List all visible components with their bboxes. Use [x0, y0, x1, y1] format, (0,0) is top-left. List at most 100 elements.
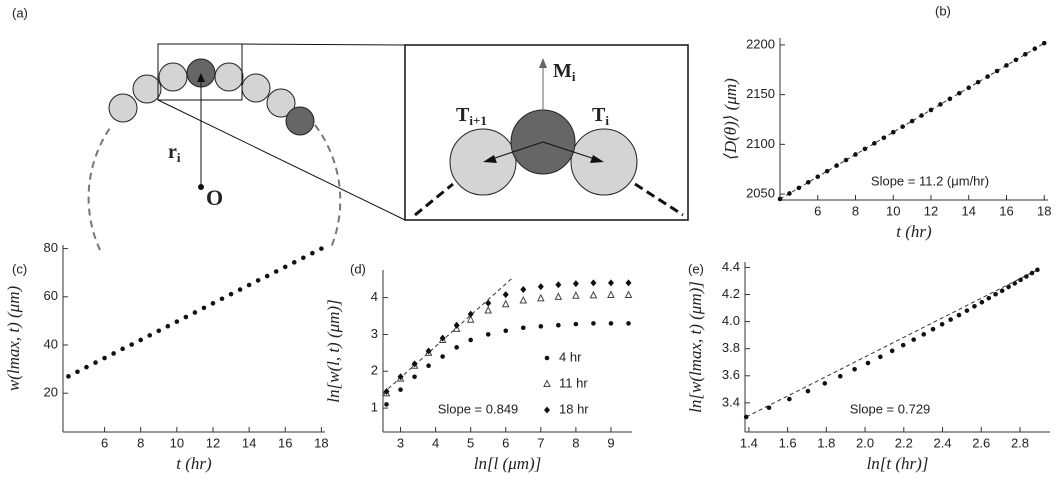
marker — [1006, 284, 1011, 290]
origin-label: O — [206, 185, 223, 210]
marker — [573, 321, 579, 327]
marker — [425, 347, 432, 355]
marker — [210, 301, 216, 306]
x-tick-label: 8 — [852, 203, 859, 218]
marker — [1004, 63, 1009, 68]
marker — [939, 322, 945, 327]
t-arrow — [485, 141, 544, 162]
m-label: Mi — [553, 60, 576, 84]
y-axis-label: ln[w(l, t) (μm)] — [324, 299, 343, 402]
x-tick-label: 16 — [999, 203, 1013, 218]
marker — [1032, 46, 1038, 52]
marker — [537, 293, 545, 302]
x-tick-label: 12 — [206, 435, 220, 450]
marker — [862, 146, 868, 152]
marker — [853, 152, 858, 157]
marker — [624, 290, 633, 299]
marker — [625, 279, 632, 287]
y-tick-label: 4.4 — [722, 259, 740, 274]
marker — [1029, 270, 1035, 276]
y-tick-label: 2 — [371, 363, 378, 378]
x-tick-label: 18 — [1037, 203, 1051, 218]
x-tick-label: 4 — [432, 435, 439, 450]
x-tick-label: 8 — [572, 435, 579, 450]
zoom-line — [241, 43, 406, 46]
marker — [743, 414, 749, 420]
legend-marker — [543, 379, 551, 387]
marker — [999, 288, 1005, 294]
marker — [986, 295, 992, 301]
marker — [439, 334, 446, 342]
marker — [928, 107, 934, 113]
x-tick-label: 1.4 — [740, 435, 758, 450]
marker — [102, 355, 107, 361]
marker — [607, 279, 614, 287]
marker — [948, 317, 953, 322]
chart-panel: 3 4 5 6 7 8 9 1 2 3 4 ln[l (μm)] ln[w(l, t) (μm)] (d)… — [324, 261, 633, 473]
x-tick-label: 7 — [537, 435, 544, 450]
marker — [979, 299, 985, 305]
fit-line — [382, 277, 514, 394]
marker — [919, 113, 924, 118]
x-tick-label: 14 — [242, 435, 256, 450]
marker — [485, 299, 492, 307]
marker — [972, 303, 977, 309]
marker — [777, 196, 783, 202]
marker — [921, 332, 927, 337]
marker — [282, 264, 288, 270]
x-tick-label: 18 — [314, 435, 328, 450]
chart-panel: 6 8 10 12 14 16 18 20 40 60 80 t (hr) w(lmax, t) (μm… — [4, 240, 329, 473]
y-tick-label: 2100 — [746, 136, 775, 151]
origin-point — [198, 184, 204, 190]
marker — [454, 345, 459, 350]
marker — [911, 337, 916, 342]
marker — [930, 326, 936, 332]
marker — [310, 250, 315, 256]
marker — [834, 163, 839, 168]
marker — [538, 324, 544, 329]
x-tick-label: 1.8 — [817, 435, 835, 450]
marker — [174, 319, 180, 324]
marker — [520, 325, 526, 331]
marker — [1018, 277, 1023, 283]
marker — [255, 278, 261, 283]
y-tick-label: 20 — [44, 385, 58, 400]
marker — [909, 118, 915, 124]
marker — [805, 388, 811, 394]
marker — [384, 402, 389, 407]
zoom-line — [157, 99, 406, 221]
marker — [147, 333, 153, 338]
marker — [1013, 57, 1019, 63]
y-tick-label: 2050 — [746, 185, 775, 200]
panel-label: (d) — [350, 261, 366, 276]
marker — [93, 360, 98, 365]
marker — [626, 321, 631, 326]
marker — [843, 157, 849, 163]
y-tick-label: 80 — [44, 240, 58, 255]
y-axis-label: w(lmax, t) (μm) — [4, 286, 23, 392]
legend-label: 18 hr — [559, 401, 589, 416]
marker — [319, 246, 324, 251]
marker — [837, 373, 843, 379]
marker — [502, 291, 509, 299]
y-tick-label: 3.6 — [722, 367, 740, 382]
y-tick-label: 60 — [44, 288, 58, 303]
marker — [1012, 281, 1018, 286]
marker — [201, 305, 207, 311]
t-label: Ti — [592, 104, 609, 128]
y-tick-label: 2150 — [746, 86, 775, 101]
marker — [890, 129, 896, 135]
x-tick-label: 5 — [467, 435, 474, 450]
arrow-head — [197, 73, 205, 82]
panel-label: (e) — [688, 261, 704, 276]
marker — [165, 323, 171, 329]
x-axis-label: t (hr) — [896, 222, 932, 241]
marker — [129, 342, 134, 347]
marker — [865, 360, 871, 366]
x-tick-label: 10 — [170, 435, 184, 450]
marker — [273, 269, 279, 274]
chart-panel: 6 8 10 12 14 16 18 2050 2100 2150 2200 t (hr) ⟨D(θ)⟩… — [721, 3, 1052, 240]
particle — [108, 93, 138, 123]
marker — [412, 374, 417, 380]
